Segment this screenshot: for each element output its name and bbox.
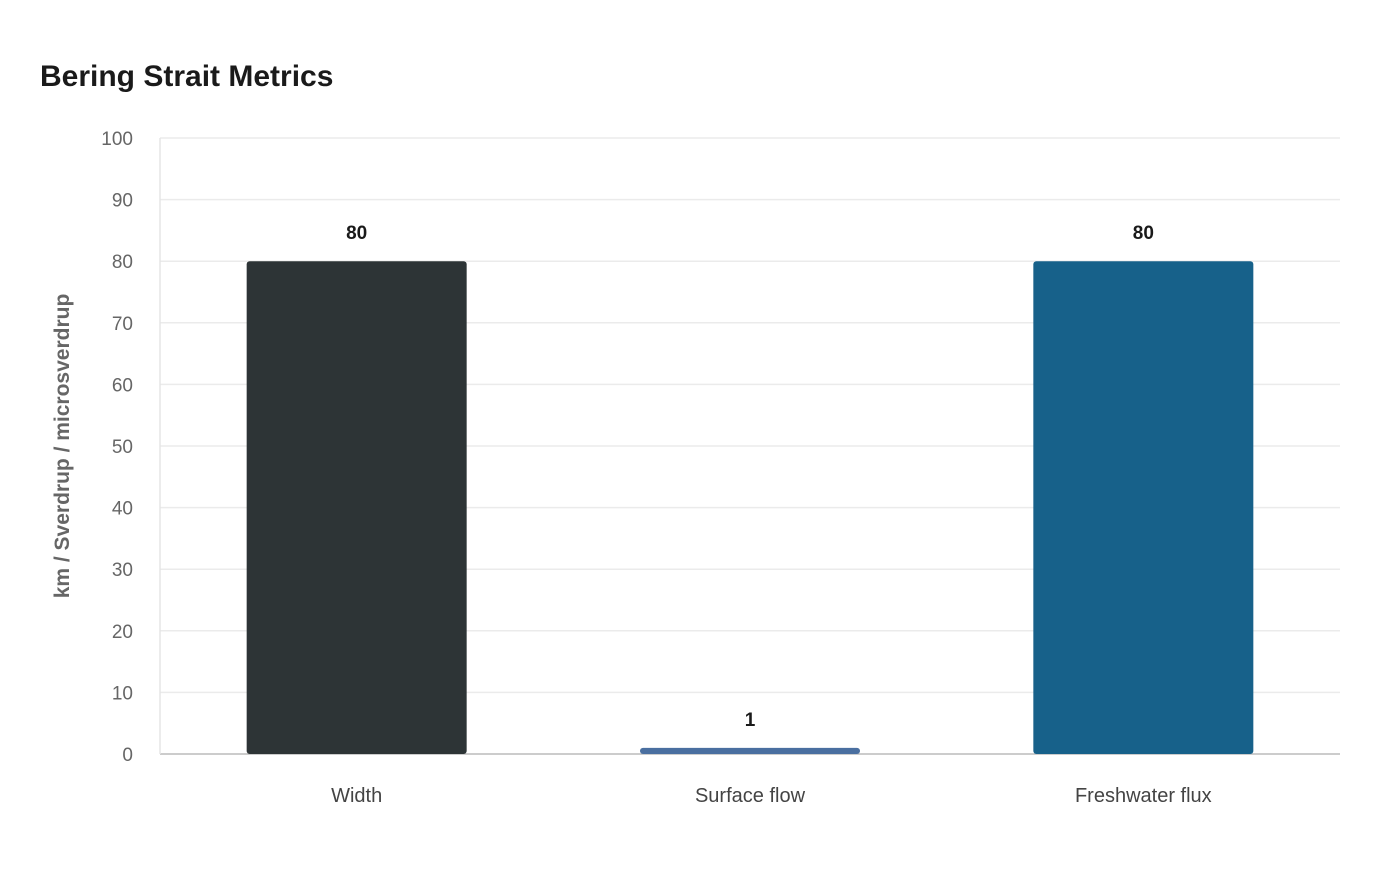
y-tick-label: 60 bbox=[112, 375, 133, 396]
bar bbox=[640, 747, 860, 754]
bar bbox=[246, 261, 467, 754]
chart-title: Bering Strait Metrics bbox=[40, 60, 334, 93]
x-tick-label: Surface flow bbox=[695, 785, 806, 807]
x-tick-label: Width bbox=[331, 785, 382, 807]
data-label: 80 bbox=[346, 223, 367, 244]
y-tick-label: 100 bbox=[101, 129, 133, 150]
y-tick-label: 90 bbox=[112, 191, 133, 212]
y-tick-label: 80 bbox=[112, 252, 133, 273]
y-tick-label: 20 bbox=[112, 622, 133, 643]
y-tick-label: 10 bbox=[112, 683, 133, 704]
data-label: 1 bbox=[745, 710, 756, 731]
data-label: 80 bbox=[1133, 223, 1154, 244]
y-tick-label: 50 bbox=[112, 437, 133, 458]
y-tick-label: 30 bbox=[112, 560, 133, 581]
bar bbox=[1033, 261, 1254, 754]
x-tick-label: Freshwater flux bbox=[1075, 785, 1212, 807]
y-tick-label: 70 bbox=[112, 314, 133, 335]
y-tick-label: 40 bbox=[112, 499, 133, 520]
y-tick-label: 0 bbox=[122, 745, 133, 766]
